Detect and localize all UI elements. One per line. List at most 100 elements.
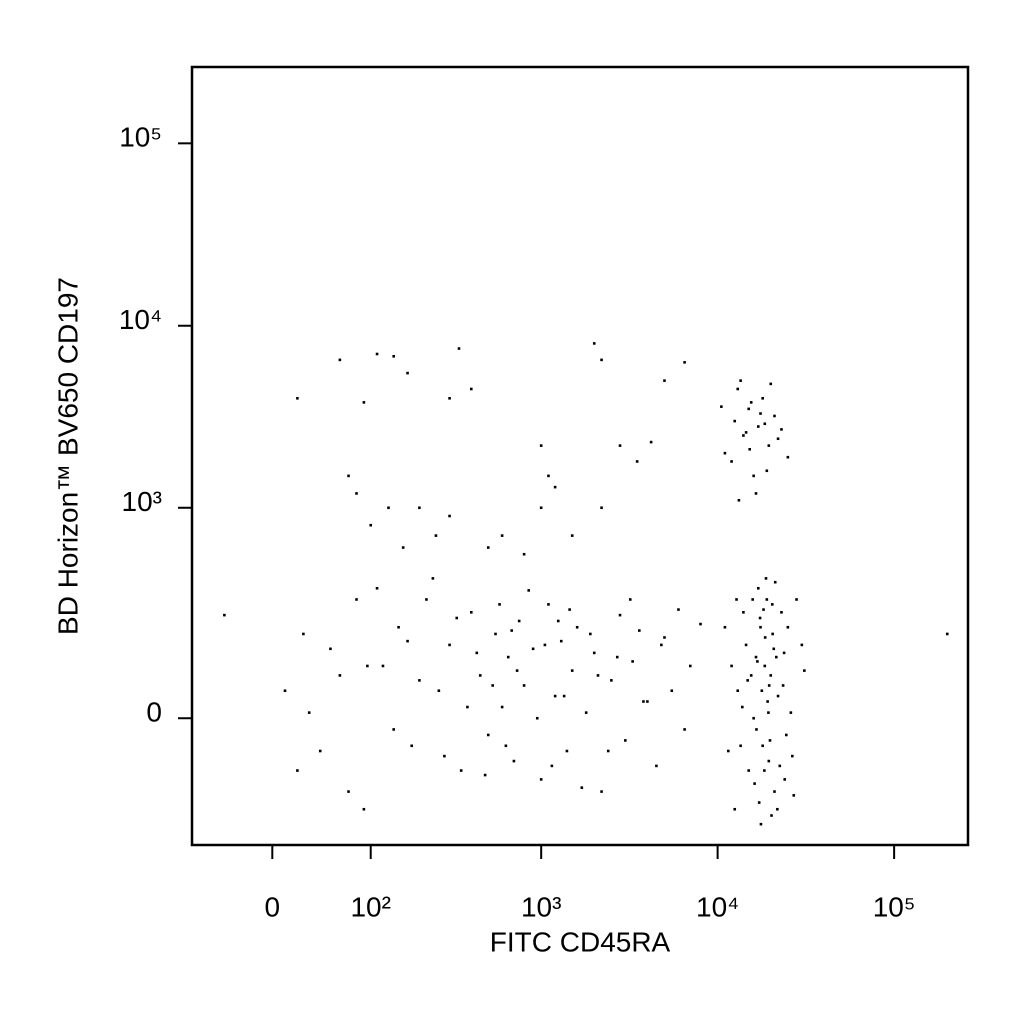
event-dot xyxy=(791,754,794,758)
event-dot xyxy=(765,469,769,473)
event-dot xyxy=(570,534,574,537)
event-dot xyxy=(418,506,421,510)
event-dot xyxy=(789,711,793,714)
event-dot xyxy=(945,632,949,636)
event-dot xyxy=(406,371,409,375)
event-dot xyxy=(366,664,369,668)
event-dot xyxy=(769,674,773,677)
event-dot xyxy=(759,412,762,415)
event-dot xyxy=(773,414,776,418)
event-dot xyxy=(770,814,773,817)
event-dot xyxy=(568,608,571,611)
event-dot xyxy=(448,643,451,647)
event-dot xyxy=(780,611,783,614)
event-dot xyxy=(392,728,395,731)
event-dot xyxy=(795,598,798,601)
event-dot xyxy=(774,655,778,659)
event-dot xyxy=(338,674,342,677)
event-dot xyxy=(759,822,763,826)
event-dot xyxy=(381,664,385,668)
event-dot xyxy=(776,437,780,441)
event-dot xyxy=(491,684,494,687)
event-dot xyxy=(733,419,737,423)
event-dot xyxy=(772,647,776,651)
event-dot xyxy=(760,689,764,693)
event-dot xyxy=(517,619,521,623)
event-dot xyxy=(761,397,764,400)
event-dot xyxy=(649,440,653,444)
event-dot xyxy=(455,616,459,620)
event-dot xyxy=(431,577,435,580)
event-dot xyxy=(355,598,358,601)
event-dot xyxy=(723,625,727,629)
event-dot xyxy=(459,769,463,772)
event-dot xyxy=(771,632,774,636)
event-dot xyxy=(792,794,796,797)
event-dot xyxy=(770,603,774,606)
event-dot xyxy=(296,397,299,400)
event-dot xyxy=(778,764,782,768)
event-dot xyxy=(498,603,501,606)
y-tick-label: 10⁵ xyxy=(119,122,162,153)
event-dot xyxy=(628,598,632,601)
event-dot xyxy=(783,778,787,781)
event-dot xyxy=(631,660,634,663)
event-dot xyxy=(739,744,742,748)
event-dot xyxy=(392,354,395,358)
event-dot xyxy=(478,674,482,677)
event-dot xyxy=(730,460,733,463)
event-dot xyxy=(655,764,658,768)
event-dot xyxy=(466,705,469,709)
event-dot xyxy=(670,689,674,693)
event-dot xyxy=(755,728,758,731)
event-dot xyxy=(683,728,686,731)
event-dot xyxy=(457,347,461,350)
event-dot xyxy=(539,778,543,781)
x-tick-label: 10³ xyxy=(521,891,561,922)
event-dot xyxy=(375,586,379,590)
event-dot xyxy=(418,679,421,682)
event-dot xyxy=(776,807,779,811)
event-dot xyxy=(757,801,761,804)
x-tick-label: 10² xyxy=(350,891,390,922)
event-dot xyxy=(565,749,569,753)
event-dot xyxy=(600,506,603,510)
event-dot xyxy=(437,689,441,693)
event-dot xyxy=(494,632,497,636)
event-dot xyxy=(535,716,539,720)
event-dot xyxy=(406,639,409,643)
event-dot xyxy=(592,342,596,345)
event-dot xyxy=(756,660,759,663)
event-dot xyxy=(486,733,490,737)
event-dot xyxy=(663,636,666,639)
event-dot xyxy=(600,358,603,362)
event-dot xyxy=(589,632,592,636)
event-dot xyxy=(410,744,414,748)
event-dot xyxy=(749,401,753,404)
event-dot xyxy=(355,492,358,495)
event-dot xyxy=(759,625,762,629)
event-dot xyxy=(307,711,311,714)
event-dot xyxy=(556,619,560,623)
event-dot xyxy=(800,643,804,647)
event-dot xyxy=(486,546,490,549)
event-dot xyxy=(780,428,783,431)
event-dot xyxy=(338,358,342,362)
event-dot xyxy=(296,769,299,772)
event-dot xyxy=(531,647,535,651)
event-dot xyxy=(527,589,531,592)
event-dot xyxy=(764,577,768,580)
event-dot xyxy=(756,586,760,590)
event-dot xyxy=(397,625,400,629)
event-dot xyxy=(768,739,772,742)
event-dot xyxy=(765,598,769,601)
event-dot xyxy=(469,387,473,391)
event-dot xyxy=(773,790,776,793)
event-dot xyxy=(443,754,446,758)
x-axis-title: FITC CD45RA xyxy=(490,926,671,957)
event-dot xyxy=(763,769,766,772)
event-dot xyxy=(742,434,745,437)
event-dot xyxy=(753,782,756,785)
event-dot xyxy=(736,387,740,391)
event-dot xyxy=(781,684,785,687)
